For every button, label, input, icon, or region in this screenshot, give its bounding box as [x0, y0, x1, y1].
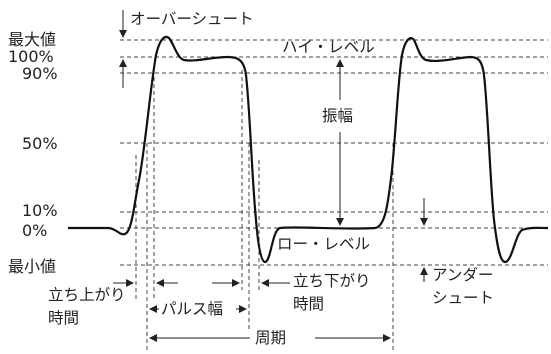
- low-level-label: ロー・レベル: [277, 235, 370, 253]
- level-100-label: 100%: [8, 47, 54, 66]
- high-level-label: ハイ・レベル: [282, 38, 375, 56]
- fall-time-label-line2: 時間: [293, 295, 324, 313]
- level-0-label: 0%: [22, 221, 47, 240]
- undershoot-label-line2: シュート: [432, 289, 494, 307]
- max-level-label: 最大値: [8, 30, 56, 49]
- rise-time-label-line2: 時間: [48, 309, 79, 327]
- min-level-label: 最小値: [8, 257, 56, 276]
- level-10-label: 10%: [22, 201, 58, 220]
- level-50-label: 50%: [22, 134, 58, 153]
- overshoot-label: オーバーシュート: [130, 10, 254, 28]
- period-label: 周期: [255, 329, 286, 347]
- undershoot-label-line1: アンダー: [432, 266, 493, 284]
- pulse-width-label: パルス幅: [161, 300, 223, 318]
- pulse-waveform: [68, 35, 549, 264]
- level-90-label: 90%: [22, 64, 58, 83]
- rise-time-label-line1: 立ち上がり: [48, 286, 126, 304]
- amplitude-label: 振幅: [322, 107, 353, 125]
- fall-time-label-line1: 立ち下がり: [293, 272, 371, 290]
